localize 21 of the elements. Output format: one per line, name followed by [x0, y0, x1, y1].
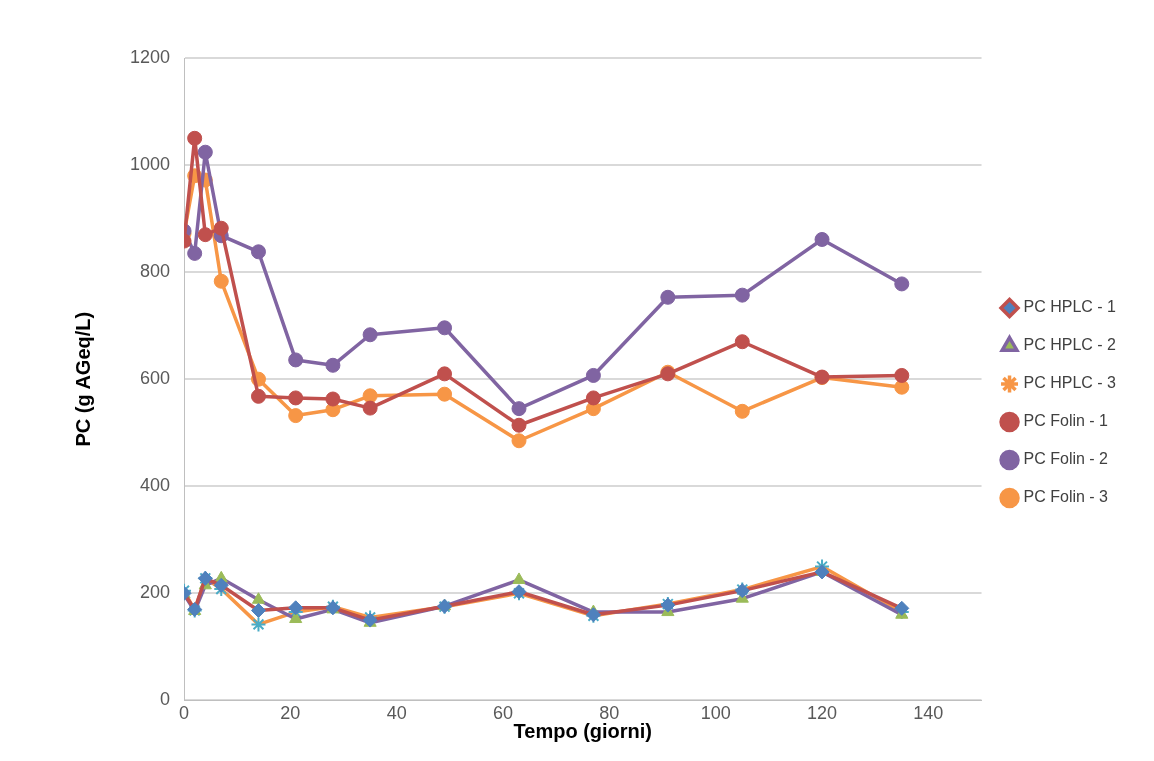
y-tick-label: 200: [140, 582, 171, 603]
y-tick-label: 400: [140, 475, 171, 496]
x-tick-label: 60: [493, 703, 514, 724]
x-tick-label: 120: [807, 703, 838, 724]
y-tick-label: 1200: [130, 46, 171, 67]
legend-label: PC HPLC - 3: [1023, 374, 1117, 392]
legend-label: PC Folin - 3: [1023, 488, 1109, 506]
y-tick-label: 1000: [130, 154, 171, 175]
y-tick-label: 0: [160, 689, 171, 710]
legend-label: PC Folin - 1: [1023, 412, 1109, 430]
x-tick-label: 140: [913, 703, 944, 724]
x-tick-label: 20: [280, 703, 301, 724]
legend-label: PC HPLC - 1: [1023, 298, 1117, 316]
x-tick-label: 0: [179, 703, 190, 724]
y-axis-title: PC (g AGeq/L): [71, 311, 94, 447]
x-tick-label: 100: [700, 703, 731, 724]
y-tick-label: 600: [140, 368, 171, 389]
y-tick-label: 800: [140, 261, 171, 282]
legend-label: PC Folin - 2: [1023, 450, 1109, 468]
x-tick-label: 40: [386, 703, 407, 724]
legend-label: PC HPLC - 2: [1023, 336, 1117, 354]
